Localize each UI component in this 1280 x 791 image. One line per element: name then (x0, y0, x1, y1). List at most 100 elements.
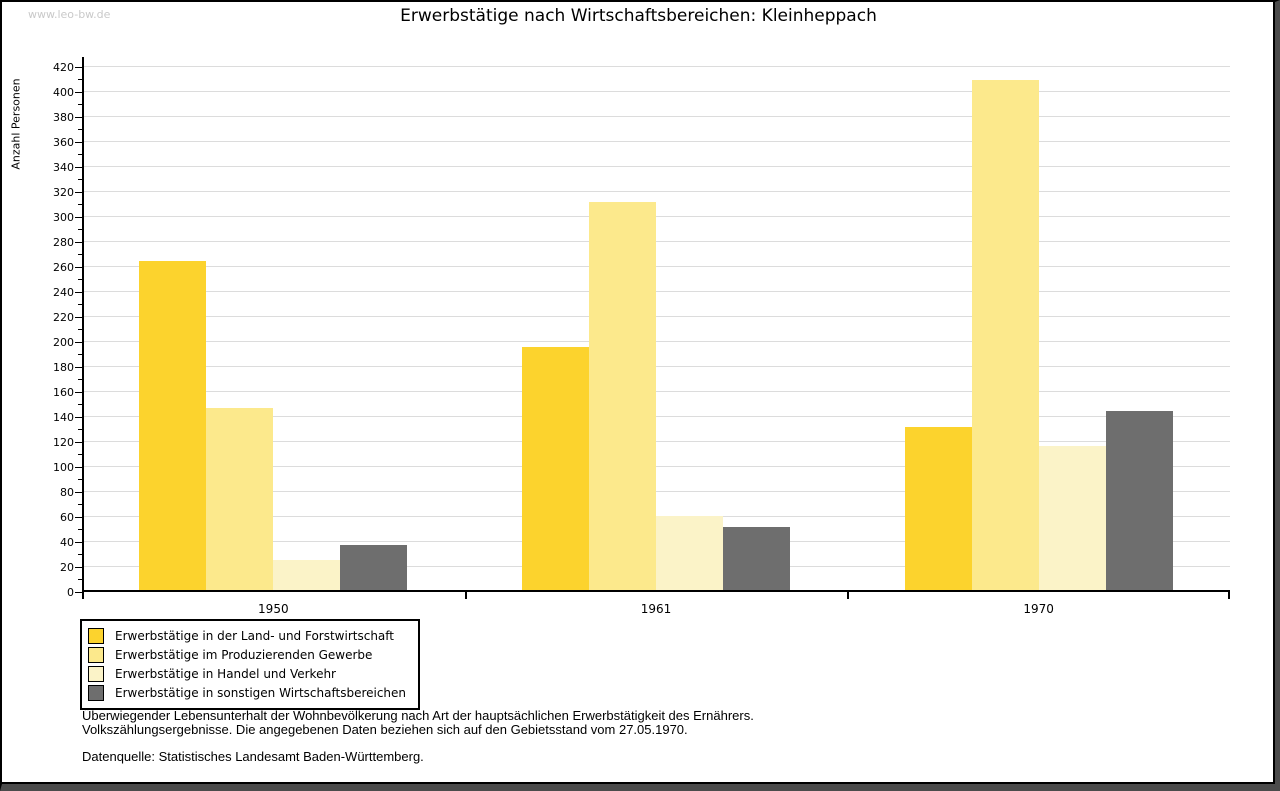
y-tick-label-20: 20 (60, 560, 74, 574)
y-tick-label-0: 0 (67, 585, 74, 599)
y-tick-label-360: 360 (53, 135, 74, 149)
y-major-tick-40 (75, 541, 82, 543)
gridline-y-340 (83, 166, 1230, 167)
bar-1950-series-1 (139, 260, 207, 592)
plot-area: 0 20 40 60 80 100 120 140 160 180 200 220 240 260 280 3… (53, 57, 1230, 616)
legend-box: Erwerbstätige in der Land- und Forstwirt… (80, 619, 421, 710)
y-minor-tick-410 (78, 79, 82, 80)
y-axis-title: Anzahl Personen (9, 78, 23, 170)
bar-1970-series-3 (1038, 445, 1106, 592)
y-major-tick-140 (75, 416, 82, 418)
y-tick-label-140: 140 (53, 410, 74, 424)
y-tick-label-160: 160 (53, 385, 74, 399)
y-tick-label-380: 380 (53, 110, 74, 124)
y-minor-tick-130 (78, 429, 82, 430)
y-minor-tick-90 (78, 479, 82, 480)
y-tick-label-220: 220 (53, 310, 74, 324)
y-major-tick-180 (75, 366, 82, 368)
y-major-tick-220 (75, 316, 82, 318)
gridline-y-280 (83, 241, 1230, 242)
gridline-y-360 (83, 141, 1230, 142)
y-minor-tick-210 (78, 329, 82, 330)
y-minor-tick-70 (78, 504, 82, 505)
y-tick-label-320: 320 (53, 185, 74, 199)
y-minor-tick-170 (78, 379, 82, 380)
y-major-tick-260 (75, 266, 82, 268)
gridline-y-240 (83, 291, 1230, 292)
legend-label-1: Erwerbstätige in der Land- und Forstwirt… (115, 629, 394, 643)
gridline-y-380 (83, 116, 1230, 117)
footnote-line-1: Überwiegender Lebensunterhalt der Wohnbe… (82, 708, 754, 723)
legend-label-4: Erwerbstätige in sonstigen Wirtschaftsbe… (115, 686, 407, 700)
bar-1970-series-1 (904, 427, 972, 592)
gridline-y-120 (83, 441, 1230, 442)
y-minor-tick-310 (78, 204, 82, 205)
gridline-y-200 (83, 341, 1230, 342)
x-category-label-1950: 1950 (258, 602, 289, 616)
y-major-tick-400 (75, 91, 82, 93)
y-minor-tick-150 (78, 404, 82, 405)
bar-1970-series-2 (971, 79, 1039, 592)
gridline-y-400 (83, 91, 1230, 92)
y-tick-label-420: 420 (53, 60, 74, 74)
y-minor-tick-10 (78, 579, 82, 580)
gridline-y-220 (83, 316, 1230, 317)
bar-1950-series-3 (273, 559, 341, 592)
y-major-tick-120 (75, 441, 82, 443)
bar-1961-series-2 (589, 202, 656, 592)
y-major-tick-200 (75, 341, 82, 343)
y-tick-label-340: 340 (53, 160, 74, 174)
y-major-tick-280 (75, 241, 82, 243)
y-minor-tick-250 (78, 279, 82, 280)
legend-swatch-1 (88, 628, 104, 644)
y-minor-tick-370 (78, 129, 82, 130)
y-axis-line (82, 57, 84, 592)
y-tick-label-280: 280 (53, 235, 74, 249)
legend-item-3: Erwerbstätige in Handel und Verkehr (88, 666, 406, 682)
y-minor-tick-190 (78, 354, 82, 355)
y-minor-tick-270 (78, 254, 82, 255)
y-minor-tick-110 (78, 454, 82, 455)
gridline-y-260 (83, 266, 1230, 267)
bar-1961-series-1 (522, 347, 589, 592)
footnote-source: Datenquelle: Statistisches Landesamt Bad… (82, 749, 424, 764)
legend-item-2: Erwerbstätige im Produzierenden Gewerbe (88, 647, 406, 663)
y-major-tick-240 (75, 291, 82, 293)
x-boundary-tick-3 (1228, 592, 1230, 599)
y-major-tick-20 (75, 566, 82, 568)
y-major-tick-300 (75, 216, 82, 218)
y-minor-tick-350 (78, 154, 82, 155)
y-major-tick-0 (75, 591, 82, 593)
y-major-tick-340 (75, 166, 82, 168)
y-minor-tick-390 (78, 104, 82, 105)
x-boundary-tick-0 (82, 592, 84, 599)
legend-swatch-2 (88, 647, 104, 663)
y-major-tick-380 (75, 116, 82, 118)
gridline-y-180 (83, 366, 1230, 367)
y-tick-label-260: 260 (53, 260, 74, 274)
y-tick-label-180: 180 (53, 360, 74, 374)
y-tick-label-400: 400 (53, 85, 74, 99)
legend-label-3: Erwerbstätige in Handel und Verkehr (115, 667, 336, 681)
footnotes: Überwiegender Lebensunterhalt der Wohnbe… (82, 709, 1082, 764)
bar-1961-series-4 (723, 527, 790, 592)
y-tick-label-60: 60 (60, 510, 74, 524)
y-tick-label-300: 300 (53, 210, 74, 224)
legend-swatch-3 (88, 666, 104, 682)
bar-1950-series-4 (340, 544, 408, 592)
y-tick-label-80: 80 (60, 485, 74, 499)
y-minor-tick-290 (78, 229, 82, 230)
y-tick-label-120: 120 (53, 435, 74, 449)
legend-swatch-4 (88, 685, 104, 701)
y-tick-label-200: 200 (53, 335, 74, 349)
legend-item-4: Erwerbstätige in sonstigen Wirtschaftsbe… (88, 685, 406, 701)
y-major-tick-160 (75, 391, 82, 393)
gridline-y-320 (83, 191, 1230, 192)
x-category-label-1970: 1970 (1023, 602, 1054, 616)
y-minor-tick-30 (78, 554, 82, 555)
bar-1950-series-2 (206, 408, 274, 592)
gridline-y-140 (83, 416, 1230, 417)
gridline-y-160 (83, 391, 1230, 392)
gridline-y-100 (83, 466, 1230, 467)
